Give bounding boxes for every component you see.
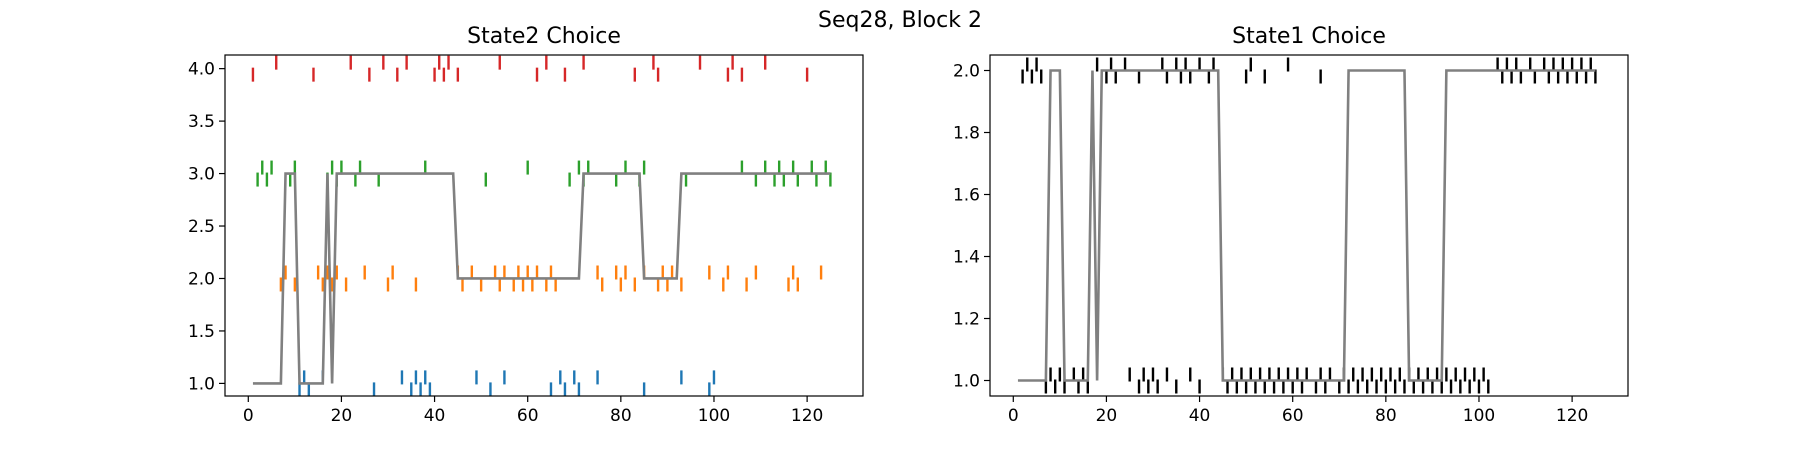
x-tick-label: 100 <box>698 406 730 426</box>
y-tick-label: 1.0 <box>953 372 980 392</box>
event-mark-series <box>256 160 832 187</box>
event-mark-series <box>298 370 716 397</box>
y-tick-label: 4.0 <box>188 60 215 80</box>
x-tick-label: 20 <box>331 406 353 426</box>
choice-line <box>1017 69 1596 382</box>
y-tick-label: 1.0 <box>188 374 215 394</box>
event-mark-series <box>279 265 823 292</box>
x-tick-label: 120 <box>791 406 823 426</box>
y-tick-label: 1.4 <box>953 248 980 268</box>
axes-frame <box>989 54 1629 397</box>
y-tick-label: 2.0 <box>953 62 980 82</box>
y-tick-label: 1.5 <box>188 322 215 342</box>
chart-panel-state2-choice: State2 Choice 0 20 40 60 80 100 120 1.0 1.5 2.0 2.5… <box>188 24 864 426</box>
x-tick-label: 40 <box>1189 406 1211 426</box>
x-tick-label: 80 <box>610 406 632 426</box>
axes-frame <box>224 54 864 397</box>
y-tick-label: 3.5 <box>188 112 215 132</box>
y-tick-label: 1.6 <box>953 186 980 206</box>
y-tick-label: 2.5 <box>188 217 215 237</box>
x-tick-label: 0 <box>243 406 254 426</box>
figure-suptitle: Seq28, Block 2 <box>818 8 982 33</box>
x-tick-label: 20 <box>1096 406 1118 426</box>
y-tick-label: 2.0 <box>188 269 215 289</box>
x-tick-label: 60 <box>517 406 539 426</box>
x-tick-label: 60 <box>1282 406 1304 426</box>
event-mark-series <box>1021 57 1597 84</box>
y-tick-label: 1.2 <box>953 310 980 330</box>
y-tick-label: 1.8 <box>953 124 980 144</box>
chart-title: State2 Choice <box>467 24 621 49</box>
x-tick-label: 100 <box>1463 406 1495 426</box>
chart-title: State1 Choice <box>1232 24 1386 49</box>
x-tick-label: 40 <box>424 406 446 426</box>
x-tick-label: 120 <box>1556 406 1588 426</box>
choice-line <box>252 172 831 385</box>
x-tick-label: 0 <box>1008 406 1019 426</box>
y-tick-label: 3.0 <box>188 165 215 185</box>
event-mark-series <box>251 55 809 82</box>
chart-panel-state1-choice: State1 Choice 0 20 40 60 80 100 120 1.0 1.2 1.4 1.6… <box>953 24 1629 426</box>
x-tick-label: 80 <box>1375 406 1397 426</box>
